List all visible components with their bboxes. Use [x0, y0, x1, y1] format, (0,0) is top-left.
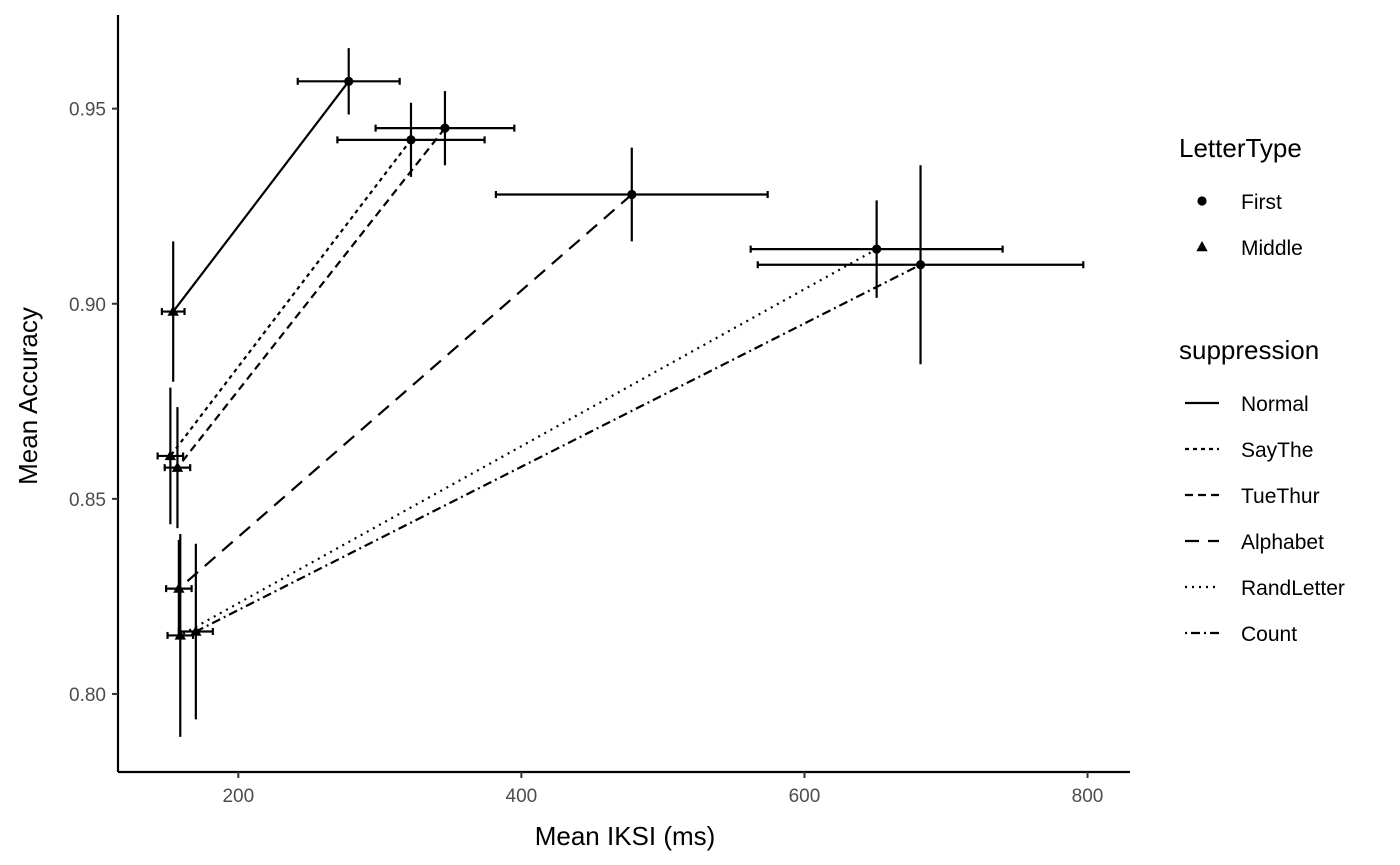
x-axis-title: Mean IKSI (ms) — [535, 821, 716, 851]
legend-label-first: First — [1241, 191, 1282, 214]
point-count-first — [915, 260, 926, 270]
y-tick-label-1: 0.85 — [69, 490, 106, 511]
series-line-tuethur — [176, 127, 446, 469]
point-count-middle — [190, 625, 202, 636]
point-saythe-middle — [164, 449, 177, 461]
point-randletter-first — [872, 244, 882, 254]
series-line-normal — [172, 80, 350, 313]
x-tick-label-600: 600 — [789, 786, 821, 807]
y-tick-label-0: 0.80 — [69, 685, 106, 706]
point-alphabet-middle — [173, 582, 185, 593]
series-line-saythe — [169, 139, 412, 457]
axes: 200 400 600 800 0.80 0.85 0.90 0.95 — [69, 15, 1130, 807]
legend-label-middle: Middle — [1241, 237, 1303, 260]
y-tick-label-2: 0.90 — [69, 295, 106, 316]
plot-area — [156, 48, 1085, 737]
point-normal-first — [344, 76, 354, 86]
series-line-count — [195, 263, 922, 633]
series-line-alphabet — [178, 193, 633, 590]
legend-title-suppression: suppression — [1179, 335, 1319, 365]
point-tuethur-middle — [171, 461, 184, 472]
point-tuethur-first — [440, 123, 450, 133]
x-tick-label-800: 800 — [1072, 786, 1104, 807]
legend-label-randletter: RandLetter — [1241, 577, 1345, 600]
point-saythe-first — [406, 135, 416, 145]
y-axis-title: Mean Accuracy — [13, 307, 43, 485]
x-tick-label-200: 200 — [222, 786, 254, 807]
x-tick-label-400: 400 — [506, 786, 538, 807]
point-alphabet-first — [627, 189, 637, 200]
legend-label-normal: Normal — [1241, 393, 1309, 416]
legend-key-middle — [1196, 241, 1208, 252]
point-randletter-middle — [174, 629, 186, 640]
point-normal-middle — [167, 305, 179, 316]
legend-title-lettertype: LetterType — [1179, 133, 1302, 163]
legend-label-alphabet: Alphabet — [1241, 531, 1324, 554]
legend-label-tuethur: TueThur — [1241, 485, 1320, 508]
legend-label-saythe: SayThe — [1241, 439, 1313, 462]
legend-label-count: Count — [1241, 623, 1297, 646]
y-tick-label-3: 0.95 — [69, 100, 106, 121]
legend-key-first — [1197, 196, 1207, 206]
legend: LetterType First Middle suppression Normal Sa… — [1179, 133, 1345, 646]
